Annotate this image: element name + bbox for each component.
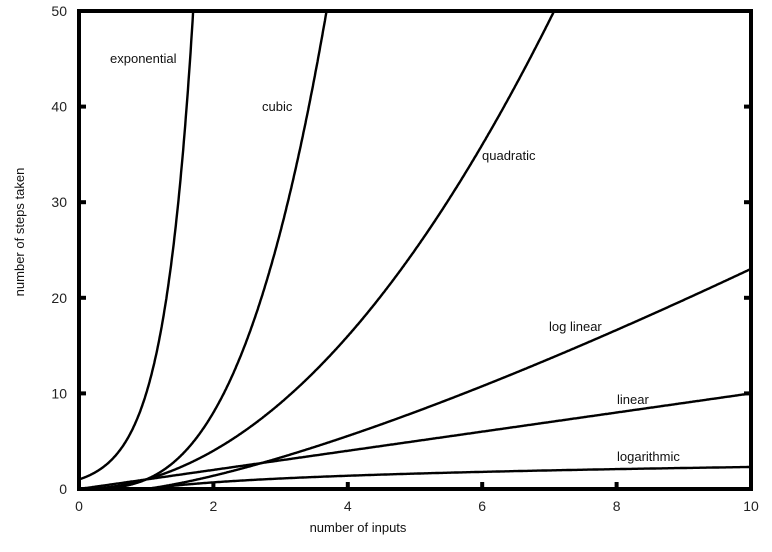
plot-frame (77, 9, 753, 491)
series-line-cubic (79, 1, 330, 491)
series-line-log-linear (79, 267, 752, 491)
curve-label: quadratic (482, 148, 536, 163)
y-tick-label: 0 (59, 481, 67, 497)
x-tick-label: 8 (613, 498, 621, 514)
clip-top (0, 0, 772, 10)
series-line-logarithmic (79, 465, 751, 491)
x-axis-label: number of inputs (310, 520, 407, 535)
y-tick-label: 40 (51, 99, 67, 115)
x-tick-label: 2 (210, 498, 218, 514)
series-line-exponential (78, 1, 196, 481)
curve-label: linear (617, 392, 649, 407)
y-tick-label: 10 (51, 385, 67, 401)
x-tick-label: 10 (743, 498, 759, 514)
annotations: exponential cubic quadratic log linear linea… (110, 51, 680, 464)
curve-label: cubic (262, 99, 293, 114)
curve-label: exponential (110, 51, 177, 66)
y-tick-label: 30 (51, 194, 67, 210)
y-axis-label: number of steps taken (12, 168, 27, 297)
x-tick-label: 0 (75, 498, 83, 514)
y-tick-label: 50 (51, 3, 67, 19)
x-tick-label: 4 (344, 498, 352, 514)
ticks: 0 2 4 6 8 10 0 10 20 30 40 50 (51, 3, 759, 514)
curve-label: log linear (549, 319, 602, 334)
curve-label: logarithmic (617, 449, 680, 464)
series-line-quadratic (79, 0, 560, 491)
curves (0, 0, 772, 491)
series-line-linear (78, 392, 752, 491)
x-tick-label: 6 (478, 498, 486, 514)
y-tick-label: 20 (51, 290, 67, 306)
